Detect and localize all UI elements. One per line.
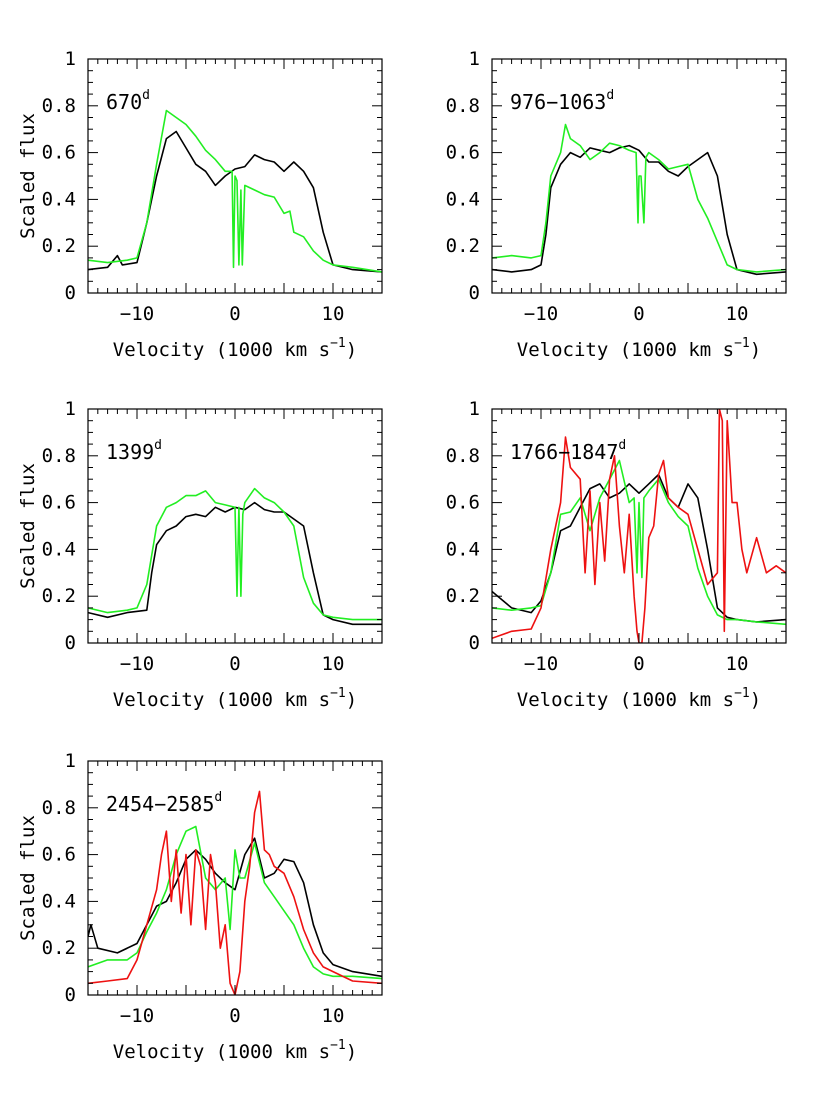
- series-green-line: [492, 459, 786, 626]
- x-tick-label: 10: [322, 1005, 345, 1027]
- series-green-line: [492, 123, 786, 273]
- y-tick-label: 0.6: [42, 142, 76, 164]
- x-tick-label: −10: [120, 653, 154, 675]
- x-axis-label: Velocity (1000 km s−1): [113, 336, 357, 361]
- y-tick-label: 0.4: [42, 890, 76, 912]
- y-tick-label: 0.4: [446, 188, 480, 210]
- x-tick-label: 0: [229, 653, 240, 675]
- x-tick-label: 0: [633, 653, 644, 675]
- y-tick-label: 0.6: [446, 142, 480, 164]
- y-tick-label: 0.6: [42, 844, 76, 866]
- x-tick-label: −10: [120, 303, 154, 325]
- y-tick-label: 0.8: [42, 797, 76, 819]
- y-tick-label: 0.6: [446, 492, 480, 514]
- y-tick-label: 0: [469, 632, 480, 654]
- panel-4: −10 0 10 0 0.2 0.4 0.6 0.8 1 Velocity (1000 km s−…: [446, 398, 787, 711]
- x-axis-label: Velocity (1000 km s−1): [113, 686, 357, 711]
- x-axis-label: Velocity (1000 km s−1): [517, 686, 761, 711]
- x-tick-label: 0: [229, 303, 240, 325]
- y-tick-label: 0.2: [42, 937, 76, 959]
- y-axis-label: Scaled flux: [17, 815, 39, 941]
- panel-2: −10 0 10 0 0.2 0.4 0.6 0.8 1 Velocity (1000 km s−…: [446, 48, 787, 361]
- y-axis-label: Scaled flux: [17, 113, 39, 239]
- x-tick-label: −10: [524, 303, 558, 325]
- y-tick-label: 1: [65, 398, 76, 420]
- panel-1: −10 0 10 0 0.2 0.4 0.6 0.8 1 Velocity (1000 km s−…: [17, 48, 383, 361]
- x-tick-label: 10: [726, 303, 749, 325]
- y-tick-label: 0.6: [42, 492, 76, 514]
- y-tick-label: 0: [469, 282, 480, 304]
- y-tick-label: 0.2: [446, 235, 480, 257]
- panel-3: −10 0 10 0 0.2 0.4 0.6 0.8 1 Velocity (1000 km s−…: [17, 398, 383, 711]
- y-tick-label: 0.4: [42, 188, 76, 210]
- x-axis-label: Velocity (1000 km s−1): [113, 1038, 357, 1063]
- y-tick-label: 0.4: [446, 538, 480, 560]
- x-tick-label: 10: [322, 303, 345, 325]
- series-black-line: [88, 501, 382, 626]
- x-tick-label: 10: [726, 653, 749, 675]
- y-tick-label: 0.2: [42, 585, 76, 607]
- series-red-line: [492, 409, 786, 643]
- y-tick-label: 1: [469, 398, 480, 420]
- x-tick-label: 0: [633, 303, 644, 325]
- epoch-label: 1399d: [106, 438, 162, 464]
- panel-5: −10 0 10 0 0.2 0.4 0.6 0.8 1 Velocity (1000 km s−…: [17, 750, 383, 1063]
- y-tick-label: 0.4: [42, 538, 76, 560]
- series-red-line: [88, 790, 382, 995]
- y-tick-label: 0: [65, 632, 76, 654]
- epoch-label: 976−1063d: [510, 88, 614, 114]
- series-black-line: [88, 130, 382, 273]
- y-tick-label: 0.8: [42, 445, 76, 467]
- series-green-line: [88, 487, 382, 621]
- y-tick-label: 1: [65, 48, 76, 70]
- x-tick-label: −10: [120, 1005, 154, 1027]
- y-tick-label: 0: [65, 984, 76, 1006]
- y-tick-label: 0.8: [446, 95, 480, 117]
- x-tick-label: −10: [524, 653, 558, 675]
- y-tick-label: 0.8: [446, 445, 480, 467]
- y-tick-label: 1: [65, 750, 76, 772]
- epoch-label: 2454−2585d: [106, 790, 222, 816]
- x-axis-label: Velocity (1000 km s−1): [517, 336, 761, 361]
- series-green-line: [88, 825, 382, 980]
- x-tick-label: 10: [322, 653, 345, 675]
- y-tick-label: 0.2: [446, 585, 480, 607]
- epoch-label: 1766−1847d: [510, 438, 626, 464]
- series-black-line: [492, 144, 786, 276]
- y-tick-label: 1: [469, 48, 480, 70]
- y-tick-label: 0.8: [42, 95, 76, 117]
- y-axis-label: Scaled flux: [17, 463, 39, 589]
- series-green-line: [88, 109, 382, 273]
- x-tick-label: 0: [229, 1005, 240, 1027]
- y-tick-label: 0: [65, 282, 76, 304]
- y-tick-label: 0.2: [42, 235, 76, 257]
- epoch-label: 670d: [106, 88, 150, 114]
